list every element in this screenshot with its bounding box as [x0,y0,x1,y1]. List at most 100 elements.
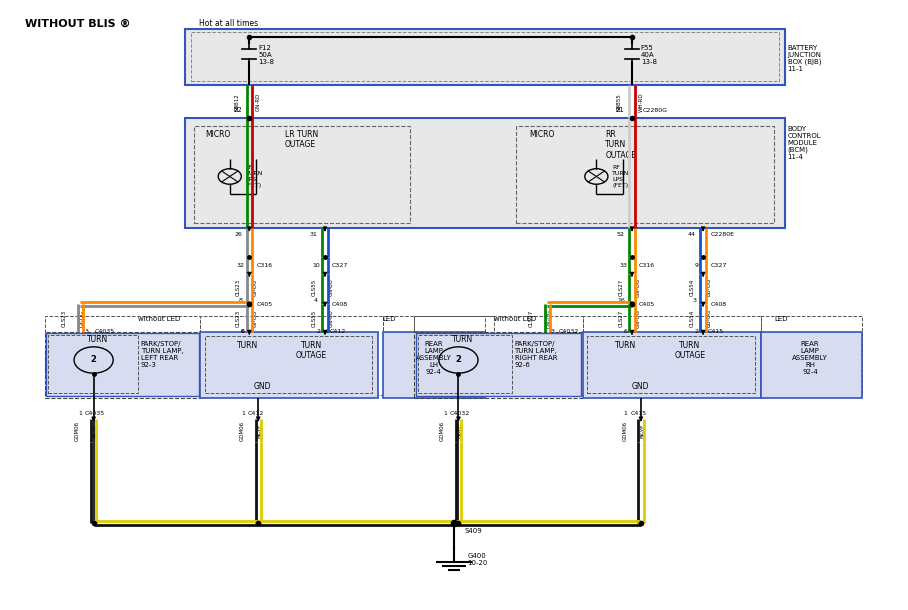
Text: BK-YE: BK-YE [640,423,646,438]
Text: without LED: without LED [494,317,537,322]
Bar [517,126,775,223]
Text: 32: 32 [237,263,245,268]
Text: S409: S409 [465,528,482,534]
Text: CLS55: CLS55 [311,309,317,327]
Text: 26: 26 [234,232,242,237]
Text: TURN: TURN [87,336,109,345]
Text: REAR
LAMP
ASSEMBLY
RH
92-4: REAR LAMP ASSEMBLY RH 92-4 [792,341,828,375]
Text: GDM06: GDM06 [75,420,80,440]
Text: WH-RD: WH-RD [638,92,644,112]
Text: C2280G: C2280G [643,107,667,113]
Text: C405: C405 [639,303,656,307]
Bar [201,317,383,395]
Text: C316: C316 [256,263,272,268]
Text: 2: 2 [695,329,699,334]
Text: 52: 52 [617,232,625,237]
Text: C408: C408 [332,303,348,307]
Text: 10: 10 [312,263,321,268]
Text: BODY
CONTROL
MODULE
(BCM)
11-4: BODY CONTROL MODULE (BCM) 11-4 [788,126,822,160]
Bar [383,317,485,395]
Text: 6: 6 [624,329,627,334]
Text: CLS55: CLS55 [311,278,317,296]
Text: LED: LED [775,317,788,322]
Text: C316: C316 [639,263,656,268]
Bar [201,332,379,398]
Text: BATTERY
JUNCTION
BOX (BJB)
11-1: BATTERY JUNCTION BOX (BJB) 11-1 [788,45,822,73]
Text: 44: 44 [688,232,696,237]
Text: 3: 3 [550,329,554,334]
Text: Hot at all times: Hot at all times [199,20,258,28]
Text: CLS27: CLS27 [529,309,534,327]
Text: C412: C412 [248,411,264,416]
Text: REAR
LAMP
ASSEMBLY
LH
92-4: REAR LAMP ASSEMBLY LH 92-4 [416,341,451,375]
Text: TURN: TURN [615,341,637,350]
Text: LF
TURN
LPS
(FET): LF TURN LPS (FET) [246,165,263,188]
Bar [414,317,494,395]
Text: GN-BU: GN-BU [329,278,334,296]
Bar [761,332,862,398]
Text: TURN: TURN [452,336,474,345]
Text: 1: 1 [241,411,245,416]
Text: CLS23: CLS23 [62,309,67,327]
Text: C4035: C4035 [94,329,114,334]
Text: BK-YE: BK-YE [93,423,98,438]
Text: WITHOUT BLIS ®: WITHOUT BLIS ® [25,19,131,29]
Text: CLS54: CLS54 [690,309,695,327]
Text: MICRO: MICRO [529,130,555,139]
Text: 3: 3 [692,298,696,303]
Bar [583,317,761,395]
Text: 6: 6 [241,329,245,334]
Text: MICRO: MICRO [205,130,231,139]
Text: C412: C412 [330,329,346,334]
Text: CLS54: CLS54 [690,278,695,296]
Bar [48,335,138,393]
Text: 2: 2 [456,356,461,365]
Text: RF
TURN
LPS
(FET): RF TURN LPS (FET) [612,165,630,188]
Text: 22: 22 [233,107,242,113]
Text: C4032: C4032 [559,329,579,334]
Text: GY-OG: GY-OG [253,309,258,327]
Text: GN-RD: GN-RD [256,93,261,111]
Text: 21: 21 [616,107,625,113]
Text: GND: GND [632,382,649,392]
Bar [418,335,512,393]
Text: BU-OG: BU-OG [707,278,712,296]
Text: GN-BU: GN-BU [329,309,334,327]
Text: 1: 1 [443,411,447,416]
Text: C415: C415 [630,411,646,416]
Text: PARK/STOP/
TURN LAMP,
LEFT REAR
92-3: PARK/STOP/ TURN LAMP, LEFT REAR 92-3 [141,341,183,368]
Text: 16: 16 [617,298,625,303]
Text: G400
10-20: G400 10-20 [468,553,488,565]
Text: C4035: C4035 [84,411,104,416]
Text: SBB12: SBB12 [234,93,240,110]
Text: F12
50A
13-8: F12 50A 13-8 [258,45,274,65]
Text: PARK/STOP/
TURN LAMP,
RIGHT REAR
92-6: PARK/STOP/ TURN LAMP, RIGHT REAR 92-6 [515,341,558,368]
Text: CLS23: CLS23 [236,309,242,327]
Text: C4032: C4032 [449,411,469,416]
Text: C408: C408 [710,303,726,307]
Text: GY-OG: GY-OG [253,278,258,296]
Text: TURN
OUTAGE: TURN OUTAGE [675,341,706,361]
Bar [414,317,583,395]
Bar [46,333,199,396]
Text: 1: 1 [78,411,82,416]
Text: C415: C415 [707,329,724,334]
Text: C327: C327 [332,263,349,268]
Bar [44,332,201,398]
Text: 1: 1 [624,411,627,416]
Text: GN-OG: GN-OG [636,309,641,328]
Bar [416,333,581,396]
Text: BK-YE: BK-YE [258,423,262,438]
Bar [583,332,761,398]
Text: SBB55: SBB55 [617,93,622,110]
Text: RR
TURN
OUTAGE: RR TURN OUTAGE [606,130,637,160]
Bar [185,29,785,85]
Text: C2280E: C2280E [710,232,735,237]
Text: LED: LED [383,317,396,322]
Text: 8: 8 [238,298,242,303]
Bar [44,317,201,395]
Bar [205,336,372,393]
Bar [761,317,862,395]
Text: GY-OG: GY-OG [80,309,84,327]
Text: without LED: without LED [138,317,181,322]
